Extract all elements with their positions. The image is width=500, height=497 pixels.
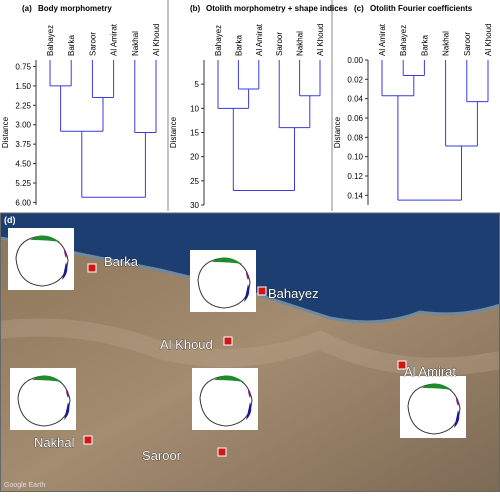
leaf-label: Nakhal <box>296 31 305 56</box>
leaf-label: Saroor <box>88 32 97 56</box>
leaf-label: Al Amirat <box>110 23 119 56</box>
site-marker <box>83 435 93 445</box>
panel-title: Body morphometry <box>38 4 112 13</box>
panel-label: (a) <box>22 4 32 13</box>
y-tick-label: 2.25 <box>15 101 31 110</box>
panel-label: (c) <box>354 4 364 13</box>
y-tick-label: 30 <box>190 201 199 210</box>
site-marker <box>223 336 233 346</box>
y-tick-label: 5.25 <box>15 179 31 188</box>
y-tick-label: 0.14 <box>347 191 363 200</box>
site-label: Al Amirat <box>404 364 456 379</box>
leaf-label: Nakhal <box>131 31 140 56</box>
y-tick-label: 0.12 <box>347 172 363 181</box>
leaf-label: Barka <box>67 35 76 56</box>
site-marker <box>87 263 97 273</box>
axis-label: Distance <box>169 116 178 148</box>
y-tick-label: 4.50 <box>15 160 31 169</box>
site-marker <box>397 360 407 370</box>
leaf-label: Al Amirat <box>378 23 387 56</box>
site-label: Nakhal <box>34 435 75 450</box>
y-tick-label: 6.00 <box>15 198 31 207</box>
leaf-label: Al Khoud <box>484 24 493 56</box>
y-tick-label: 0.02 <box>347 75 363 84</box>
y-tick-label: 5 <box>195 80 200 89</box>
site-label: Barka <box>104 254 139 269</box>
y-tick-label: 0.10 <box>347 153 363 162</box>
site-label: Bahayez <box>268 286 319 301</box>
panel-title: Otolith Fourier coefficients <box>370 4 473 13</box>
leaf-label: Al Amirat <box>255 23 264 56</box>
y-tick-label: 0.06 <box>347 114 363 123</box>
leaf-label: Bahayez <box>399 25 408 56</box>
plain <box>0 318 500 376</box>
panel-label: (d) <box>4 215 16 225</box>
leaf-label: Nakhal <box>442 31 451 56</box>
site-marker <box>217 447 227 457</box>
leaf-label: Bahayez <box>214 25 223 56</box>
y-tick-label: 0.04 <box>347 95 363 104</box>
site-label: Saroor <box>142 448 182 463</box>
leaf-label: Saroor <box>463 32 472 56</box>
y-tick-label: 0.00 <box>347 56 363 65</box>
leaf-label: Bahayez <box>46 25 55 56</box>
leaf-label: Barka <box>420 35 429 56</box>
panel-title: Otolith morphometry + shape indices <box>206 4 348 13</box>
watermark: Google Earth <box>4 482 45 489</box>
y-tick-label: 20 <box>190 153 199 162</box>
y-tick-label: 1.50 <box>15 82 31 91</box>
leaf-label: Al Khoud <box>152 24 161 56</box>
y-tick-label: 3.75 <box>15 140 31 149</box>
leaf-label: Saroor <box>275 32 284 56</box>
y-tick-label: 10 <box>190 104 199 113</box>
leaf-label: Al Khoud <box>316 24 325 56</box>
y-tick-label: 3.00 <box>15 121 31 130</box>
y-tick-label: 25 <box>190 177 199 186</box>
panel-label: (b) <box>190 4 201 13</box>
leaf-label: Barka <box>234 35 243 56</box>
axis-label: Distance <box>333 116 342 148</box>
y-tick-label: 0.08 <box>347 133 363 142</box>
y-tick-label: 15 <box>190 129 199 138</box>
y-tick-label: 0.75 <box>15 62 31 71</box>
site-label: Al Khoud <box>160 337 213 352</box>
map-panel: (d) Google Earth <box>0 213 500 492</box>
axis-label: Distance <box>1 116 10 148</box>
site-marker <box>257 286 267 296</box>
